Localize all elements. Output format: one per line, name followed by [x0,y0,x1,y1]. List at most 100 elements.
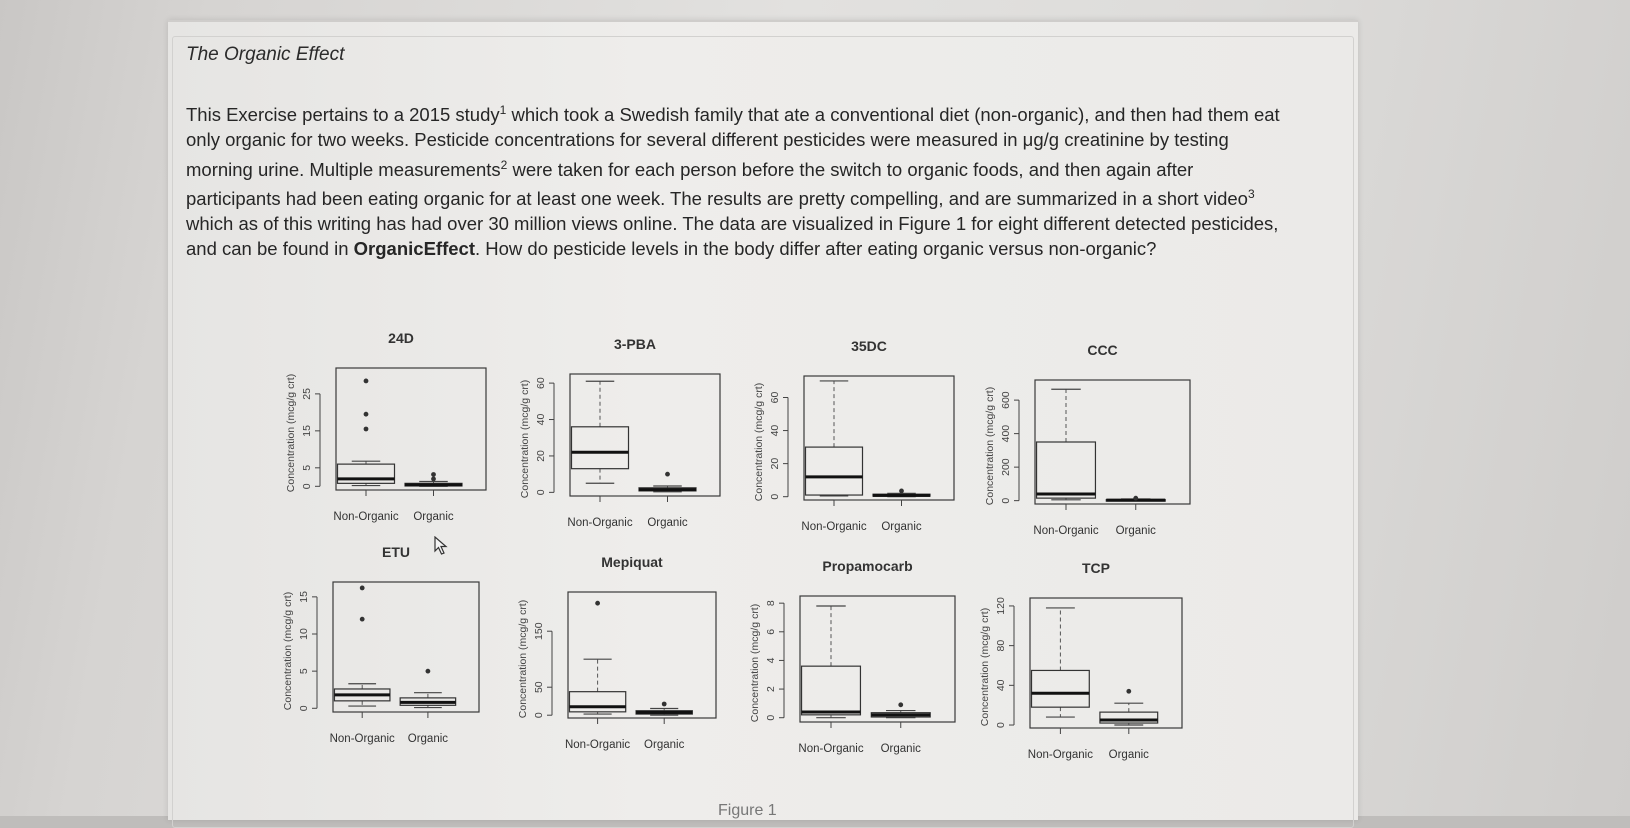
plot-frame [567,591,717,719]
outlier-point [898,702,904,708]
boxplot-panel: Propamocarb 0 2 4 6 8 Concentration (mcg/g crt… [749,558,956,755]
y-tick-label: 400 [1000,425,1012,443]
y-tick-label: 6 [765,629,777,635]
y-axis-label: Concentration (mcg/g crt) [984,387,996,505]
y-axis-label: Concentration (mcg/g crt) [517,600,529,718]
outlier-point [363,378,369,384]
y-axis-label: Concentration (mcg/g crt) [749,604,761,722]
outlier-point [899,488,904,494]
y-tick-label: 0 [298,705,310,711]
paragraph-line: and can be found in OrganicEffect. How d… [186,238,1157,260]
x-tick-label: Non-Organic [333,511,398,523]
y-tick-label: 50 [533,681,545,693]
x-tick-label: Organic [647,517,688,529]
x-tick-label: Non-Organic [801,521,866,533]
y-axis-label: Concentration (mcg/g crt) [282,592,294,710]
plot-frame [335,367,487,491]
y-tick-label: 0 [301,483,313,489]
exercise-paragraph: This Exercise pertains to a 2015 study1 … [186,98,1321,262]
plot-frame [332,581,480,713]
boxplot-panel: Mepiquat 0 50 150 Concentration (mcg/g crt) N… [517,554,717,751]
page-top-rule [168,20,1358,22]
y-tick-label: 40 [769,425,781,437]
outlier-point [359,585,365,591]
box-body [568,691,627,713]
plot-frame [803,375,955,501]
footnote-mark: 1 [499,103,507,117]
y-tick-label: 0 [535,489,547,495]
y-axis-label: Concentration (mcg/g crt) [979,608,991,726]
boxplot-panel: 24D 0 5 15 25 Concentration (mcg/g crt) Non-Or… [285,330,487,523]
y-tick-label: 150 [533,622,545,640]
x-tick-label: Organic [413,511,454,523]
outlier-point [595,600,600,606]
textbook-page [168,20,1358,828]
panel-title: 24D [388,330,414,346]
y-axis-label: Concentration (mcg/g crt) [519,380,531,498]
plot-frame [569,373,721,497]
outlier-point [363,426,369,432]
panel-title: TCP [1082,560,1110,576]
y-tick-label: 80 [995,640,1007,652]
outlier-point [431,472,436,477]
y-tick-label: 10 [298,628,310,640]
x-tick-label: Non-Organic [798,743,863,755]
y-tick-label: 4 [765,657,777,663]
y-tick-label: 20 [769,458,781,470]
box-body [336,463,396,484]
outlier-point [425,668,431,674]
panel-title: 3-PBA [614,336,656,352]
y-tick-label: 0 [533,712,545,718]
dataset-name: OrganicEffect [353,238,475,260]
outlier-point [359,616,365,622]
y-tick-label: 40 [995,679,1007,691]
y-tick-label: 0 [765,715,777,721]
x-tick-label: Non-Organic [1033,525,1098,537]
panel-title: 35DC [851,338,887,354]
boxplot-panel: ETU 0 5 10 15 Concentration (mcg/g crt) Non-Or… [282,544,480,745]
y-tick-label: 600 [1000,391,1012,409]
y-tick-label: 0 [1000,498,1012,504]
y-tick-label: 60 [535,377,547,389]
x-tick-label: Non-Organic [1028,749,1093,761]
panel-title: Mepiquat [601,554,663,570]
y-axis-label: Concentration (mcg/g crt) [753,383,765,501]
plot-frame [1029,597,1183,729]
box-body [800,665,862,716]
paragraph-line: This Exercise pertains to a 2015 study1 … [186,103,1280,126]
boxplot-panel: 35DC 0 20 40 60 Concentration (mcg/g crt) Non-… [753,338,955,533]
y-tick-label: 25 [301,388,313,400]
x-tick-label: Organic [644,739,685,751]
outlier-point [661,701,667,707]
plot-frame [799,595,956,723]
panel-title: CCC [1087,342,1117,358]
y-tick-label: 40 [535,414,547,426]
y-tick-label: 8 [765,600,777,606]
exercise-title: The Organic Effect [186,44,345,65]
footnote-mark: 2 [500,157,508,172]
panel-title: Propamocarb [822,558,912,574]
figure-caption: Figure 1 [718,802,777,819]
box-body [1035,441,1097,499]
y-tick-label: 120 [995,597,1007,615]
boxplot-panel: TCP 0 40 80 120 Concentration (mcg/g crt) Non-… [979,560,1183,761]
y-tick-label: 15 [298,591,310,603]
boxplot-panel: CCC 0 200 400 600 Concentration (mcg/g crt) No… [984,342,1191,537]
outlier-point [1133,495,1139,501]
box-body [1030,669,1090,708]
x-tick-label: Non-Organic [565,739,630,751]
paragraph-line: morning urine. Multiple measurements2 we… [186,157,1194,180]
y-tick-label: 200 [1000,458,1012,476]
outlier-point [431,476,436,482]
x-tick-label: Organic [1109,749,1150,761]
mouse-cursor-icon [434,536,448,555]
y-tick-label: 60 [769,391,781,403]
panel-title: ETU [382,544,410,560]
x-tick-label: Organic [408,733,449,745]
outlier-point [665,471,670,477]
y-tick-label: 0 [995,722,1007,728]
x-tick-label: Organic [881,521,922,533]
y-tick-label: 5 [298,668,310,674]
